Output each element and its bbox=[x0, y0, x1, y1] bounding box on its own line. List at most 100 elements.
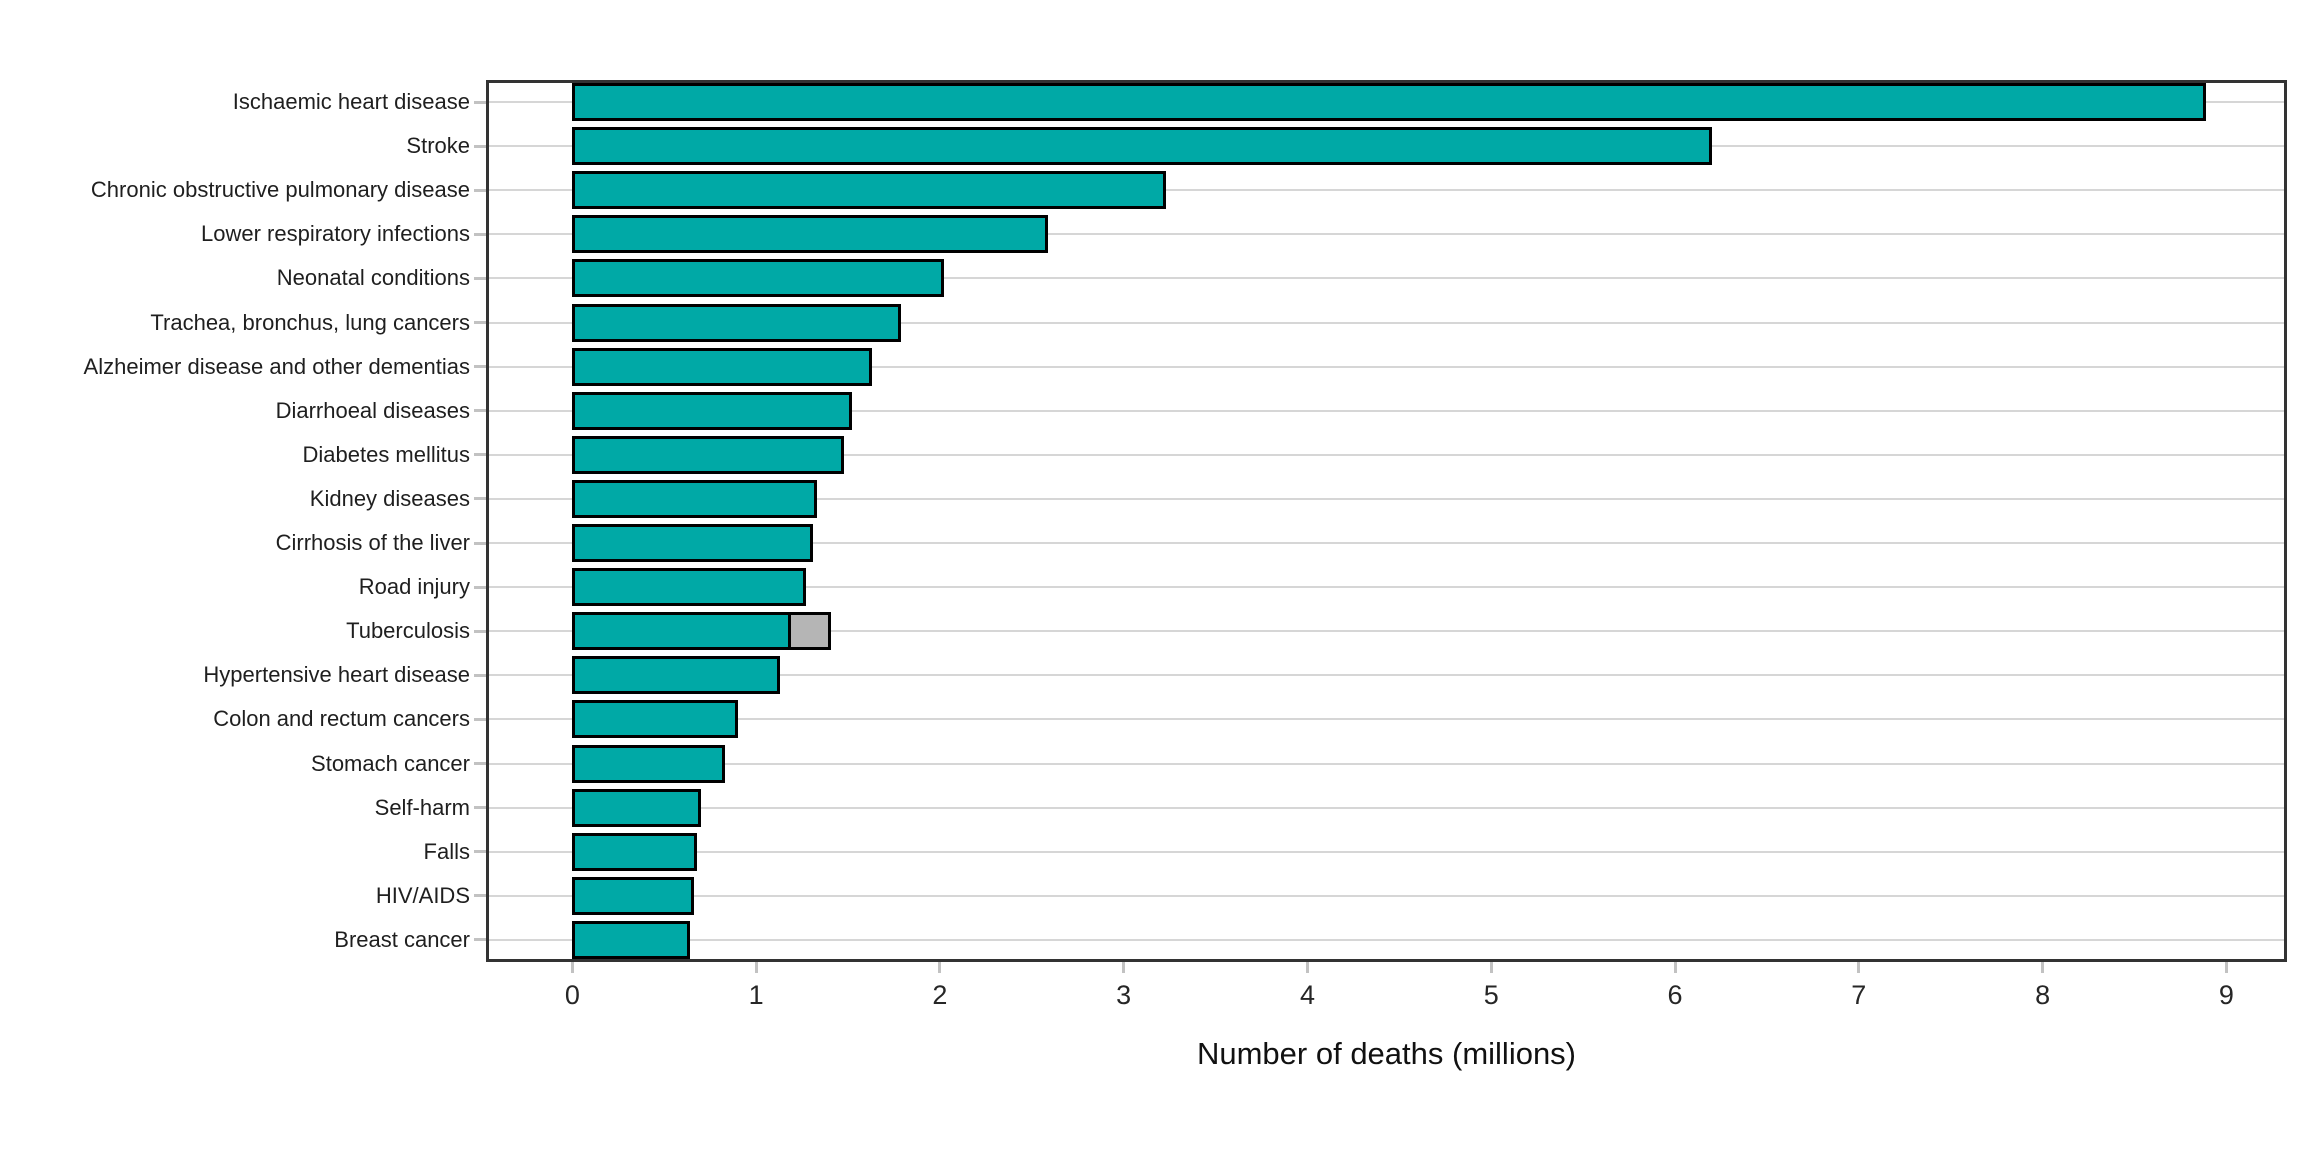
x-axis-tick bbox=[1305, 962, 1309, 973]
gridline bbox=[486, 233, 2287, 236]
gridline bbox=[486, 718, 2287, 721]
x-axis-tick bbox=[754, 962, 758, 973]
bar-trachea-bronchus-lung-cancers bbox=[572, 303, 902, 342]
bar-ischaemic-heart-disease bbox=[572, 83, 2207, 122]
bar-falls bbox=[572, 832, 698, 871]
gridline bbox=[486, 630, 2287, 633]
y-axis-tick bbox=[474, 232, 486, 236]
x-tick-label-3: 3 bbox=[1116, 980, 1132, 1010]
gridline bbox=[486, 894, 2287, 897]
bar-breast-cancer bbox=[572, 920, 690, 959]
category-label-hiv-aids: HIV/AIDS bbox=[375, 882, 470, 908]
bar-diarrhoeal-diseases bbox=[572, 391, 852, 430]
bar-colon-and-rectum-cancers bbox=[572, 700, 738, 739]
category-label-stomach-cancer: Stomach cancer bbox=[311, 750, 470, 776]
bar-diabetes-mellitus bbox=[572, 435, 845, 474]
y-axis-tick bbox=[474, 585, 486, 589]
y-axis-tick bbox=[474, 453, 486, 457]
y-axis-tick bbox=[474, 629, 486, 633]
y-axis-tick bbox=[474, 409, 486, 413]
x-axis-tick bbox=[1122, 962, 1126, 973]
category-label-kidney-diseases: Kidney diseases bbox=[309, 485, 470, 511]
bar-stroke bbox=[572, 127, 1712, 166]
bar-neonatal-conditions bbox=[572, 259, 944, 298]
category-label-breast-cancer: Breast cancer bbox=[334, 926, 470, 952]
gridline bbox=[486, 189, 2287, 192]
category-label-road-injury: Road injury bbox=[358, 574, 470, 600]
x-axis-tick bbox=[2224, 962, 2228, 973]
bar-hypertensive-heart-disease bbox=[572, 656, 781, 695]
gridline bbox=[486, 277, 2287, 280]
category-label-self-harm: Self-harm bbox=[374, 794, 470, 820]
y-axis-tick bbox=[474, 541, 486, 545]
gridline bbox=[486, 365, 2287, 368]
category-label-stroke: Stroke bbox=[406, 133, 470, 159]
category-label-alzheimer-disease-and-other-dementias: Alzheimer disease and other dementias bbox=[83, 353, 470, 379]
y-axis-tick bbox=[474, 497, 486, 501]
gridline bbox=[486, 542, 2287, 545]
category-label-diarrhoeal-diseases: Diarrhoeal diseases bbox=[275, 397, 470, 423]
gridline bbox=[486, 409, 2287, 412]
category-label-falls: Falls bbox=[423, 838, 470, 864]
category-label-colon-and-rectum-cancers: Colon and rectum cancers bbox=[213, 706, 470, 732]
bar-stomach-cancer bbox=[572, 744, 725, 783]
bar-cirrhosis-of-the-liver bbox=[572, 524, 814, 563]
category-label-tuberculosis: Tuberculosis bbox=[346, 618, 470, 644]
x-tick-label-2: 2 bbox=[932, 980, 948, 1010]
bar-road-injury bbox=[572, 568, 806, 607]
y-axis-tick bbox=[474, 321, 486, 325]
category-label-hypertensive-heart-disease: Hypertensive heart disease bbox=[203, 662, 470, 688]
gridline bbox=[486, 762, 2287, 765]
category-label-diabetes-mellitus: Diabetes mellitus bbox=[302, 441, 470, 467]
x-tick-label-6: 6 bbox=[1667, 980, 1683, 1010]
x-tick-label-9: 9 bbox=[2218, 980, 2234, 1010]
x-tick-label-8: 8 bbox=[2035, 980, 2051, 1010]
x-axis-title: Number of deaths (millions) bbox=[1196, 1036, 1577, 1071]
category-label-neonatal-conditions: Neonatal conditions bbox=[276, 265, 470, 291]
bar-tuberculosis bbox=[572, 612, 792, 651]
gridline bbox=[486, 674, 2287, 677]
y-axis-tick bbox=[474, 673, 486, 677]
x-tick-label-7: 7 bbox=[1851, 980, 1867, 1010]
bar-secondary-segment-tuberculosis bbox=[788, 612, 832, 651]
x-axis-tick bbox=[1489, 962, 1493, 973]
gridline bbox=[486, 497, 2287, 500]
y-axis-tick bbox=[474, 100, 486, 104]
y-axis-tick bbox=[474, 850, 486, 854]
x-tick-label-5: 5 bbox=[1483, 980, 1499, 1010]
category-label-cirrhosis-of-the-liver: Cirrhosis of the liver bbox=[275, 530, 470, 556]
y-axis-tick bbox=[474, 276, 486, 280]
category-label-chronic-obstructive-pulmonary-disease: Chronic obstructive pulmonary disease bbox=[90, 177, 470, 203]
y-axis-tick bbox=[474, 806, 486, 810]
gridline bbox=[486, 586, 2287, 589]
y-axis-tick bbox=[474, 365, 486, 369]
bar-alzheimer-disease-and-other-dementias bbox=[572, 347, 872, 386]
gridline bbox=[486, 938, 2287, 941]
bar-self-harm bbox=[572, 788, 701, 827]
panel-border bbox=[486, 80, 2287, 962]
x-axis-tick bbox=[1673, 962, 1677, 973]
x-axis-tick bbox=[2041, 962, 2045, 973]
category-label-ischaemic-heart-disease: Ischaemic heart disease bbox=[232, 89, 470, 115]
y-axis-tick bbox=[474, 144, 486, 148]
x-axis-tick bbox=[1857, 962, 1861, 973]
y-axis-tick bbox=[474, 762, 486, 766]
x-tick-label-4: 4 bbox=[1299, 980, 1315, 1010]
x-axis-tick bbox=[570, 962, 574, 973]
bar-lower-respiratory-infections bbox=[572, 215, 1049, 254]
gridline bbox=[486, 453, 2287, 456]
bar-hiv-aids bbox=[572, 876, 694, 915]
gridline bbox=[486, 806, 2287, 809]
y-axis-tick bbox=[474, 717, 486, 721]
y-axis-tick bbox=[474, 894, 486, 898]
bar-chronic-obstructive-pulmonary-disease bbox=[572, 171, 1166, 210]
x-tick-label-0: 0 bbox=[564, 980, 580, 1010]
x-tick-label-1: 1 bbox=[748, 980, 764, 1010]
bar-kidney-diseases bbox=[572, 479, 817, 518]
category-label-lower-respiratory-infections: Lower respiratory infections bbox=[200, 221, 470, 247]
gridline bbox=[486, 850, 2287, 853]
y-axis-tick bbox=[474, 188, 486, 192]
x-axis-tick bbox=[938, 962, 942, 973]
y-axis-tick bbox=[474, 938, 486, 942]
